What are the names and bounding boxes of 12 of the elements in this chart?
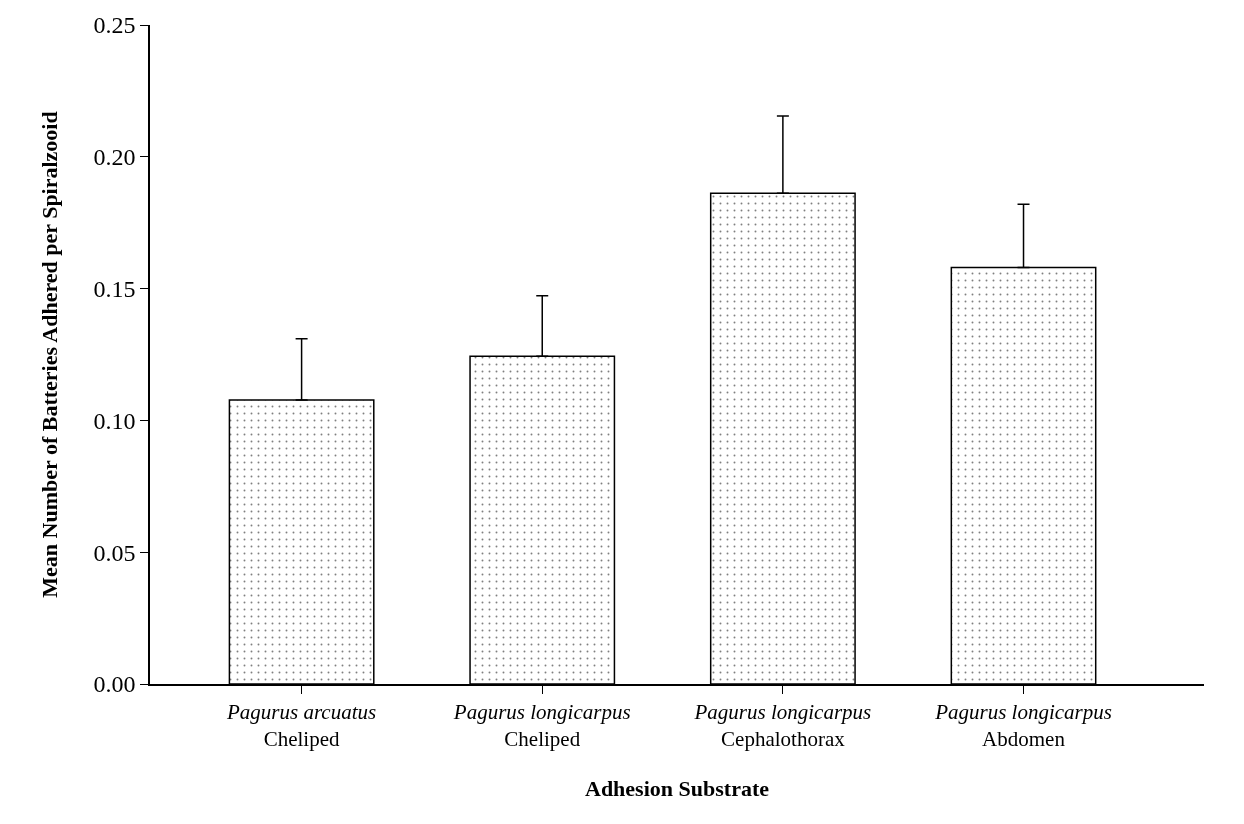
y-tick-label: 0.05 [93,539,136,566]
y-tick-label: 0.25 [93,12,136,39]
y-tick-label: 0.20 [93,144,136,171]
y-axis-title: Mean Number of Batteries Adhered per Spiralzooid [36,111,62,598]
x-tick-label: Pagurus arcuatus Cheliped [226,699,377,752]
x-tick-label: Pagurus longicarpus Cephalothorax [693,699,872,752]
x-axis-title: Adhesion Substrate [585,775,770,801]
y-tick-label: 0.15 [93,276,136,302]
y-tick-label: 0.10 [93,407,136,434]
x-tick-label: Pagurus longicarpus Cheliped [452,699,631,752]
y-tick-label: 0.00 [93,671,136,698]
x-tick-label: Pagurus longicarpus Abdomen [934,699,1112,752]
